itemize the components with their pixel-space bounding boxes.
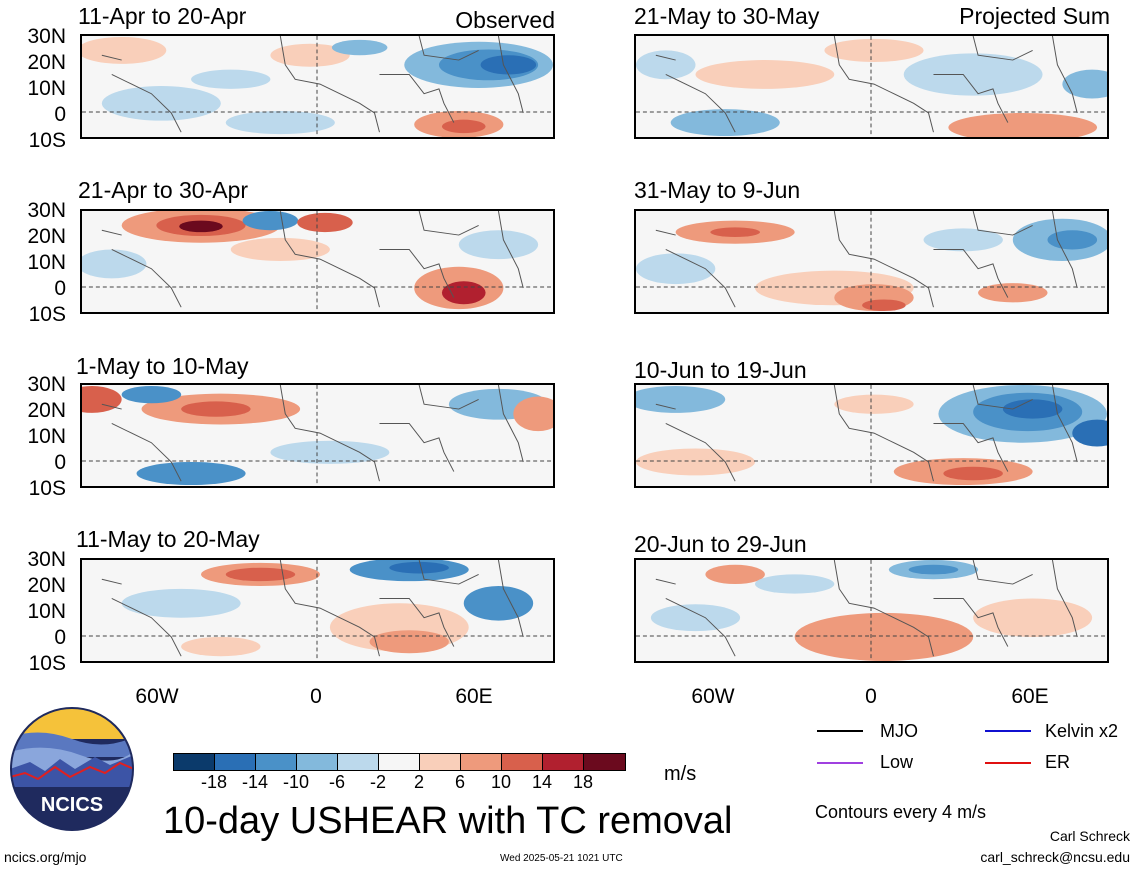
map-panel-8 [634, 558, 1109, 663]
legend-line-mjo [817, 730, 863, 732]
lat-label: 10N [27, 77, 66, 100]
colorbar-label: 18 [572, 772, 594, 792]
map-panel-1 [80, 34, 555, 139]
lat-label: 20N [27, 399, 66, 422]
lat-label: 30N [27, 373, 66, 396]
map-panel-2 [80, 209, 555, 314]
logo-text: NCICS [41, 794, 103, 816]
colorbar-swatch [255, 753, 297, 771]
legend-label-kelvin: Kelvin x2 [1045, 721, 1119, 741]
main-title: 10-day USHEAR with TC removal [163, 800, 733, 842]
colorbar-units: m/s [664, 763, 697, 785]
colorbar-label: 2 [413, 772, 424, 792]
colorbar-swatch [583, 753, 626, 771]
footer-author: Carl Schreck [1049, 828, 1130, 844]
lat-label: 30N [27, 25, 66, 48]
colorbar-swatch [542, 753, 584, 771]
map-panel-3 [80, 383, 555, 488]
coastline [655, 385, 1078, 482]
lat-label: 0 [54, 451, 66, 474]
coastline [655, 560, 1078, 657]
map-panel-7 [634, 383, 1109, 488]
lat-label: 20N [27, 51, 66, 74]
lat-label: 20N [27, 225, 66, 248]
legend-label-low: Low [880, 752, 914, 772]
footer-url: ncics.org/mjo [4, 849, 87, 865]
panel-title: 21-Apr to 30-Apr [78, 177, 249, 203]
lat-label: 10S [28, 303, 66, 326]
lon-label: 60W [135, 685, 179, 708]
panel-tag: Observed [455, 7, 555, 33]
legend-label-er: ER [1045, 752, 1071, 772]
colorbar-label: -14 [241, 772, 268, 792]
lat-label: 30N [27, 548, 66, 571]
coastline [101, 385, 524, 482]
coastline [101, 560, 524, 657]
panel-title: 10-Jun to 19-Jun [634, 357, 807, 383]
lat-label: 10N [27, 600, 66, 623]
ncics-logo: NCICS [10, 707, 134, 831]
panel-title: 11-May to 20-May [76, 526, 260, 552]
panel-title: 11-Apr to 20-Apr [78, 3, 247, 29]
legend-line-kelvin [985, 730, 1031, 732]
lon-label: 60E [1011, 685, 1049, 708]
lon-label: 60W [691, 685, 735, 708]
map-panel-6 [634, 209, 1109, 314]
lat-label: 10N [27, 251, 66, 274]
lat-label: 10S [28, 652, 66, 675]
panel-title: 31-May to 9-Jun [634, 177, 801, 203]
coastline [101, 211, 524, 308]
lon-label: 0 [310, 685, 322, 708]
legend-line-low [817, 762, 863, 764]
colorbar-label: 6 [454, 772, 465, 792]
panel-title: 1-May to 10-May [76, 353, 249, 379]
footer-email: carl_schreck@ncsu.edu [980, 849, 1130, 865]
colorbar-swatch [501, 753, 543, 771]
colorbar-swatch [378, 753, 420, 771]
panel-tag: Projected Sum [959, 3, 1110, 29]
colorbar-label: -6 [328, 772, 345, 792]
footer-timestamp: Wed 2025-05-21 1021 UTC [500, 853, 623, 864]
colorbar-label: -18 [200, 772, 227, 792]
lat-label: 0 [54, 103, 66, 126]
colorbar-swatch [214, 753, 256, 771]
legend-label-mjo: MJO [880, 721, 918, 741]
colorbar-swatch [460, 753, 502, 771]
coastline [655, 211, 1078, 308]
map-panel-5 [634, 34, 1109, 139]
legend-line-er [985, 762, 1031, 764]
colorbar-swatch [296, 753, 338, 771]
colorbar-swatch [173, 753, 215, 771]
panel-title: 20-Jun to 29-Jun [634, 531, 807, 557]
lat-label: 10S [28, 477, 66, 500]
colorbar-label: 14 [531, 772, 553, 792]
coastline [655, 36, 1078, 133]
colorbar-label: 10 [490, 772, 512, 792]
colorbar-swatch [419, 753, 461, 771]
map-panel-4 [80, 558, 555, 663]
colorbar-swatch [337, 753, 379, 771]
lon-label: 0 [865, 685, 877, 708]
colorbar-label: -10 [282, 772, 309, 792]
lon-label: 60E [455, 685, 493, 708]
lat-label: 10S [28, 129, 66, 152]
colorbar-label: -2 [369, 772, 386, 792]
lat-label: 30N [27, 199, 66, 222]
panel-title: 21-May to 30-May [634, 3, 820, 29]
lat-label: 20N [27, 574, 66, 597]
coastline [101, 36, 524, 133]
lat-label: 0 [54, 626, 66, 649]
lat-label: 0 [54, 277, 66, 300]
lat-label: 10N [27, 425, 66, 448]
contours-note: Contours every 4 m/s [815, 802, 987, 822]
